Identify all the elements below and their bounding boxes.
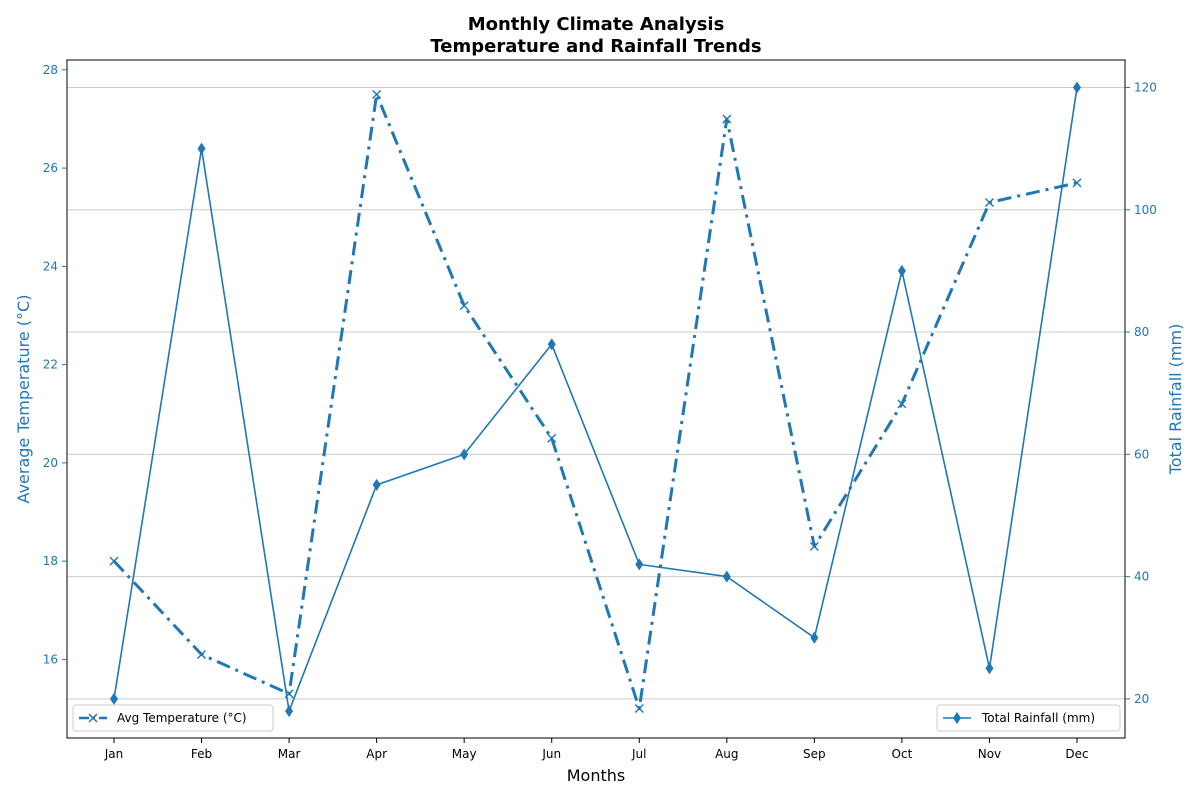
x-tick-label: Jul: [631, 747, 646, 761]
data-point: [810, 631, 819, 644]
x-tick-label: Nov: [978, 747, 1001, 761]
y-right-tick-label: 120: [1134, 81, 1157, 95]
y-right-tick-label: 20: [1134, 692, 1149, 706]
y-axis-right-label: Total Rainfall (mm): [1166, 324, 1185, 476]
data-point: [547, 338, 556, 351]
y-left-tick-label: 22: [43, 358, 58, 372]
data-point: [897, 399, 907, 409]
series-temperature: [109, 89, 1082, 714]
x-tick-label: Mar: [278, 747, 301, 761]
y-right-tick-label: 60: [1134, 447, 1149, 461]
legend-temperature-label: Avg Temperature (°C): [117, 711, 247, 725]
legend-rainfall: Total Rainfall (mm): [936, 704, 1121, 732]
legend-rainfall-label: Total Rainfall (mm): [981, 711, 1095, 725]
data-point: [459, 301, 469, 311]
x-tick-label: May: [452, 747, 477, 761]
chart-title: Monthly Climate Analysis: [468, 14, 725, 35]
x-tick-label: Jan: [104, 747, 124, 761]
plot-frame: [66, 59, 1126, 739]
x-tick-label: Jun: [541, 747, 561, 761]
y-right-tick-label: 80: [1134, 325, 1149, 339]
data-point: [1073, 81, 1081, 94]
y-left-tick-label: 26: [43, 161, 58, 175]
data-point: [1072, 178, 1082, 188]
series-line-temperature: [112, 92, 1078, 711]
series-rainfall: [110, 81, 1081, 718]
y-axis-left: 16 18 20 22 24 26 28: [43, 63, 67, 666]
data-point: [985, 662, 994, 675]
x-tick-label: Apr: [366, 747, 387, 761]
data-point: [372, 478, 381, 491]
series-layer: [109, 81, 1082, 718]
data-point: [897, 264, 906, 277]
legend-rainfall-marker: [953, 712, 961, 724]
data-point: [110, 692, 118, 705]
grid-lines: [67, 87, 1125, 700]
y-left-tick-label: 24: [43, 259, 58, 273]
data-point: [197, 142, 206, 155]
data-point: [197, 649, 207, 659]
chart-subtitle: Temperature and Rainfall Trends: [430, 36, 761, 57]
x-tick-label: Feb: [191, 747, 212, 761]
data-point: [372, 89, 382, 99]
y-left-tick-label: 28: [43, 63, 58, 77]
data-point: [722, 570, 731, 583]
legend-rainfall-box: [936, 704, 1121, 732]
legend-temperature-box: [72, 704, 274, 732]
x-tick-label: Aug: [715, 747, 738, 761]
y-left-tick-label: 20: [43, 456, 58, 470]
data-point: [547, 433, 557, 443]
data-point: [722, 114, 732, 124]
y-left-tick-label: 18: [43, 554, 58, 568]
data-point: [634, 704, 644, 714]
x-tick-label: Sep: [803, 747, 826, 761]
series-line-rainfall: [113, 87, 1078, 712]
x-axis-label: Months: [567, 766, 625, 785]
data-point: [460, 448, 469, 461]
x-axis: Jan Feb Mar Apr May Jun Jul Aug Sep Oct Nov Dec: [104, 738, 1089, 761]
y-right-tick-label: 100: [1134, 203, 1157, 217]
x-tick-label: Oct: [892, 747, 913, 761]
data-point: [635, 558, 644, 571]
data-point: [285, 705, 294, 718]
data-point: [109, 556, 119, 566]
x-tick-label: Dec: [1065, 747, 1088, 761]
y-axis-left-label: Average Temperature (°C): [14, 295, 33, 504]
data-point: [809, 541, 819, 551]
y-right-tick-label: 40: [1134, 570, 1149, 584]
y-axis-right: 20 40 60 80 100 120: [1125, 81, 1157, 706]
y-left-tick-label: 16: [43, 652, 58, 666]
data-point: [984, 197, 994, 207]
legend-temperature: Avg Temperature (°C): [72, 704, 274, 732]
legend-temperature-marker: [88, 713, 98, 723]
